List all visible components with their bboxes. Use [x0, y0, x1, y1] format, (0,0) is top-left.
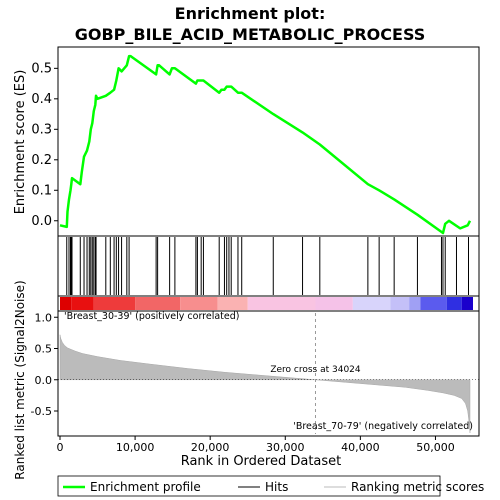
metric-ytick-label: 1.0 — [35, 311, 53, 324]
ranked-metric-panel: Zero cross at 34024 'Breast_30-39' (posit… — [31, 310, 480, 454]
legend-label: Enrichment profile — [90, 480, 201, 494]
gradient-segment — [247, 297, 316, 310]
ranking-metric-area — [59, 334, 471, 433]
gradient-segment — [93, 297, 136, 310]
metric-xtick-label: 10,000 — [116, 441, 155, 454]
legend: Enrichment profile Hits Ranking metric sco… — [57, 475, 484, 497]
es-ytick-label: 0.5 — [31, 61, 52, 76]
positive-correlation-label: 'Breast_30-39' (positively correlated) — [64, 311, 240, 322]
metric-ytick-label: 0.5 — [35, 343, 53, 356]
gradient-segment — [315, 297, 353, 310]
legend-frame — [57, 475, 441, 497]
title-line-2: GOBP_BILE_ACID_METABOLIC_PROCESS — [75, 25, 426, 44]
metric-ylabel: Ranked list metric (Signal2Noise) — [13, 280, 27, 479]
es-ytick-label: 0.1 — [31, 183, 52, 198]
metric-ytick-label: -0.5 — [31, 405, 52, 418]
metric-xtick-label: 40,000 — [341, 441, 380, 454]
gradient-segment — [217, 297, 248, 310]
gradient-segment — [71, 297, 94, 310]
metric-xtick-label: 20,000 — [191, 441, 230, 454]
enrichment-score-panel: 0.0 0.1 0.2 0.3 0.4 0.5 — [31, 46, 480, 237]
negative-correlation-label: 'Breast_70-79' (negatively correlated) — [293, 421, 473, 432]
es-ylabel: Enrichment score (ES) — [13, 70, 28, 215]
es-ytick-label: 0.3 — [31, 122, 52, 137]
metric-xtick-label: 0 — [57, 441, 64, 454]
enrichment-profile-line — [59, 54, 472, 235]
metric-ytick-label: 0.0 — [35, 374, 53, 387]
metric-xlabel: Rank in Ordered Dataset — [181, 454, 342, 469]
ranking-gradient-bar — [57, 295, 480, 312]
es-ytick-label: 0.4 — [31, 92, 52, 107]
metric-xtick-label: 50,000 — [416, 441, 455, 454]
gradient-segment — [420, 297, 447, 310]
gradient-segment — [60, 297, 72, 310]
gradient-segment — [409, 297, 421, 310]
gradient-segment — [352, 297, 391, 310]
gradient-segment — [180, 297, 218, 310]
zero-cross-label: Zero cross at 34024 — [270, 365, 361, 375]
es-ytick-label: 0.2 — [31, 153, 52, 168]
legend-label: Ranking metric scores — [351, 480, 484, 494]
metric-xtick-label: 30,000 — [266, 441, 305, 454]
gradient-segment — [135, 297, 181, 310]
gradient-segment — [446, 297, 462, 310]
legend-label: Hits — [265, 480, 288, 494]
hits-panel — [57, 235, 480, 297]
es-ytick-label: 0.0 — [31, 214, 52, 229]
title-line-1: Enrichment plot: — [175, 4, 326, 23]
chart-title: Enrichment plot: GOBP_BILE_ACID_METABOLI… — [75, 4, 426, 44]
gradient-segment — [461, 297, 473, 310]
gradient-segment — [390, 297, 410, 310]
es-plot-frame — [57, 46, 480, 237]
